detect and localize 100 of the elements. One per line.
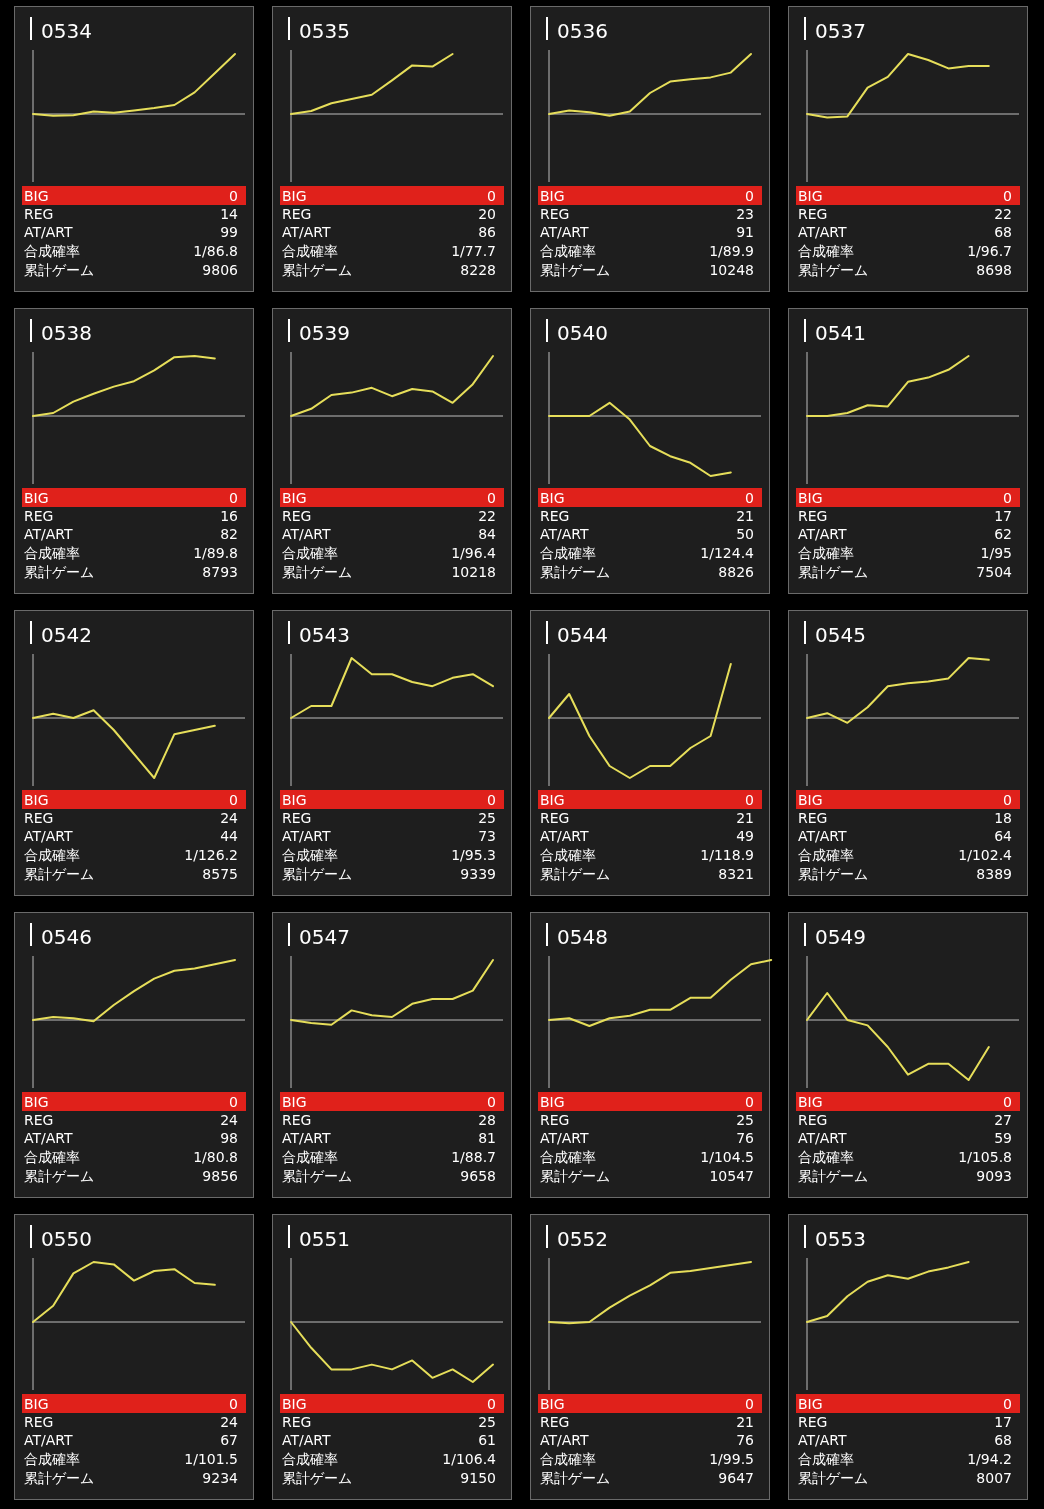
text: 9234 [202,1470,239,1486]
text: REG [540,1414,570,1430]
text: 合成確率 [24,1149,80,1165]
text: 62 [994,526,1012,542]
text: 24 [220,1414,239,1430]
text: 9647 [718,1470,754,1486]
text: BIG [540,1094,565,1110]
text: 23 [736,206,754,222]
text: 1/104.5 [700,1149,754,1165]
text: 合成確率 [282,243,338,259]
text: REG [282,508,312,524]
text: REG [282,810,312,826]
text: 98 [220,1130,238,1146]
text: 1/118.9 [700,847,754,863]
text: AT/ART [24,224,74,240]
text: 9093 [976,1168,1012,1184]
text: 61 [478,1432,496,1448]
text: 累計ゲーム [540,262,610,278]
text: 21 [736,810,754,826]
text: 合成確率 [798,847,854,863]
text: 59 [994,1130,1012,1146]
text: 合成確率 [540,1451,596,1467]
text: BIG [24,1094,49,1110]
text: 合成確率 [798,1149,854,1165]
text: 0 [745,792,754,808]
text: BIG [540,1396,565,1412]
text: 86 [478,224,497,240]
text: 1/101.5 [184,1451,238,1467]
text: BIG [24,188,49,204]
text: 累計ゲーム [540,866,610,882]
text: 25 [736,1112,754,1128]
chart-title: 0538 [41,321,92,345]
text: 1/89.8 [193,545,238,561]
text: AT/ART [540,1130,590,1146]
text: 累計ゲーム [282,1470,352,1486]
text: 9806 [202,262,239,278]
text: REG [798,206,828,222]
text: 8826 [718,564,755,580]
text: 合成確率 [24,243,80,259]
text: 91 [736,224,754,240]
text: 17 [994,508,1012,524]
text: AT/ART [540,224,590,240]
text: AT/ART [540,828,590,844]
text: 1/86.8 [193,243,238,259]
text: REG [282,206,312,222]
text: AT/ART [282,1432,332,1448]
text: AT/ART [798,224,848,240]
text: 累計ゲーム [24,262,94,278]
text: BIG [798,1396,823,1412]
text: 73 [478,828,496,844]
text: 9856 [202,1168,239,1184]
text: BIG [24,1396,49,1412]
chart-title: 0546 [41,925,92,949]
text: 合成確率 [282,847,338,863]
text: 累計ゲーム [282,564,352,580]
text: 82 [220,526,238,542]
chart-title: 0547 [299,925,350,949]
text: 25 [478,810,496,826]
chart-title: 0539 [299,321,350,345]
text: 1/94.2 [967,1451,1012,1467]
text: 累計ゲーム [798,1168,868,1184]
text: BIG [540,792,565,808]
text: 累計ゲーム [540,1168,610,1184]
text: 合成確率 [24,847,80,863]
text: AT/ART [798,828,848,844]
text: 21 [736,1414,754,1430]
text: 8698 [976,262,1012,278]
text: 1/102.4 [958,847,1013,863]
text: 8228 [460,262,496,278]
chart-title: 0550 [41,1227,92,1251]
text: BIG [282,490,307,506]
text: AT/ART [282,526,332,542]
text: 0 [1003,490,1012,506]
text: BIG [24,792,49,808]
text: BIG [282,1396,307,1412]
chart-title: 0536 [557,19,608,43]
text: 28 [478,1112,496,1128]
text: 累計ゲーム [282,866,352,882]
text: 1/80.8 [193,1149,238,1165]
text: REG [282,1112,312,1128]
text: 99 [220,224,238,240]
text: BIG [540,188,565,204]
text: 0 [745,1094,754,1110]
text: 76 [736,1130,755,1146]
text: 累計ゲーム [24,1168,94,1184]
text: 8007 [976,1470,1012,1486]
chart-title: 0545 [815,623,866,647]
text: AT/ART [24,1130,74,1146]
chart-title: 0535 [299,19,350,43]
text: REG [24,810,54,826]
text: 1/77.7 [451,243,496,259]
text: REG [24,1414,54,1430]
text: 68 [994,1432,1012,1448]
text: 0 [487,490,496,506]
text: 20 [478,206,496,222]
text: 合成確率 [24,545,80,561]
text: AT/ART [282,224,332,240]
text: 21 [736,508,754,524]
text: AT/ART [24,828,74,844]
text: 1/96.7 [967,243,1012,259]
